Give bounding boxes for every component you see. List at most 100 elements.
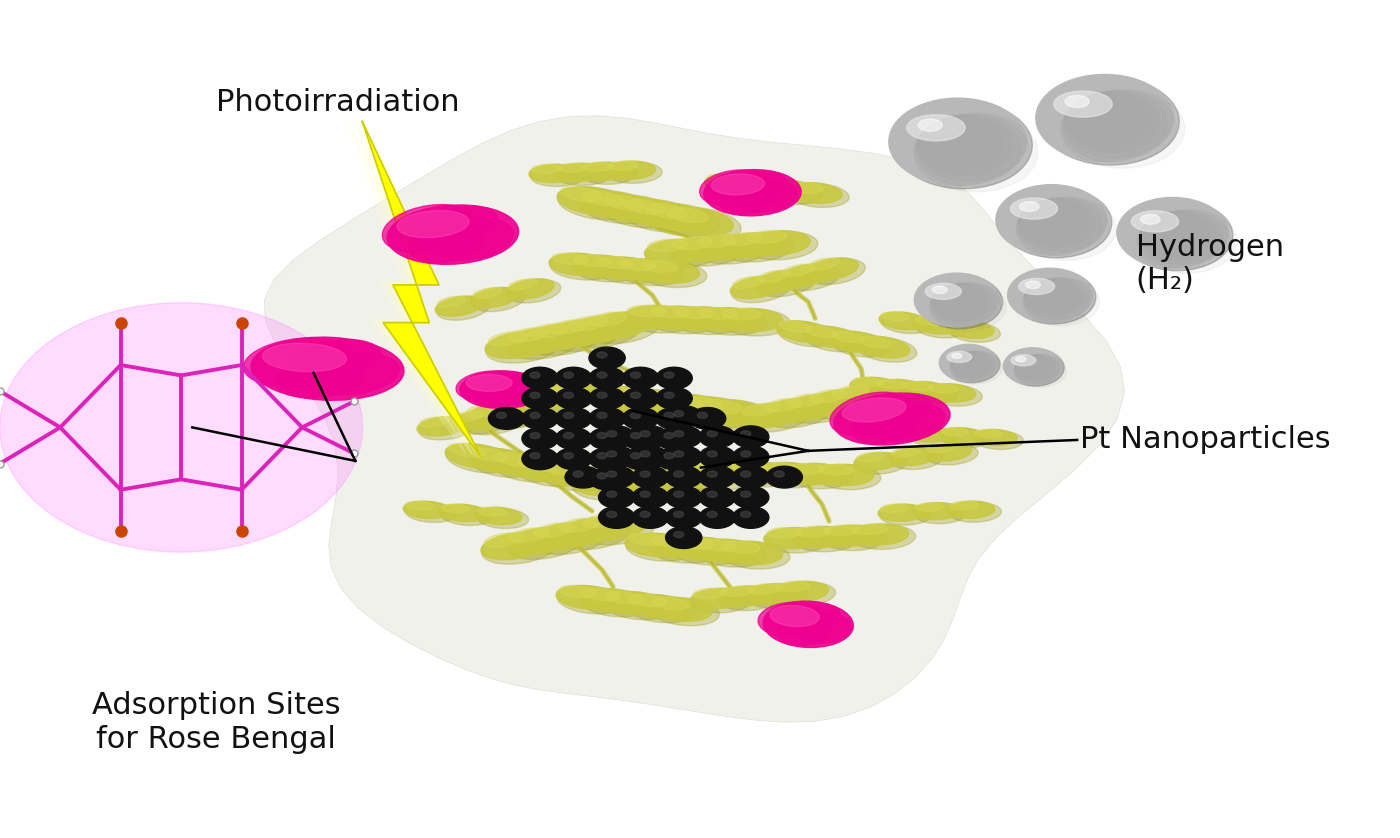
- Ellipse shape: [568, 316, 608, 330]
- Circle shape: [599, 446, 634, 468]
- Ellipse shape: [594, 468, 673, 499]
- Ellipse shape: [505, 528, 573, 555]
- Ellipse shape: [584, 513, 624, 527]
- Ellipse shape: [549, 375, 610, 403]
- Ellipse shape: [556, 518, 623, 545]
- Ellipse shape: [441, 504, 469, 513]
- Ellipse shape: [879, 505, 932, 525]
- Ellipse shape: [720, 308, 783, 332]
- Circle shape: [531, 453, 540, 458]
- Ellipse shape: [680, 460, 760, 491]
- Circle shape: [690, 407, 725, 429]
- Ellipse shape: [850, 524, 909, 545]
- Text: Adsorption Sites
for Rose Bengal: Adsorption Sites for Rose Bengal: [91, 691, 340, 754]
- Ellipse shape: [615, 390, 693, 421]
- Ellipse shape: [491, 453, 553, 478]
- Circle shape: [522, 427, 559, 449]
- Circle shape: [707, 431, 717, 437]
- Ellipse shape: [0, 303, 363, 552]
- Ellipse shape: [465, 402, 501, 418]
- Ellipse shape: [508, 280, 561, 303]
- Ellipse shape: [533, 523, 574, 537]
- Circle shape: [732, 446, 769, 468]
- Ellipse shape: [1026, 281, 1040, 288]
- Ellipse shape: [745, 231, 818, 260]
- Ellipse shape: [672, 537, 735, 561]
- Circle shape: [631, 426, 668, 447]
- Circle shape: [606, 431, 616, 437]
- Ellipse shape: [822, 525, 879, 546]
- Ellipse shape: [756, 271, 815, 297]
- Ellipse shape: [469, 448, 538, 478]
- Ellipse shape: [706, 174, 767, 199]
- Ellipse shape: [851, 525, 916, 550]
- Ellipse shape: [437, 297, 490, 320]
- Ellipse shape: [619, 259, 655, 270]
- Ellipse shape: [729, 462, 787, 483]
- Circle shape: [699, 466, 735, 488]
- Ellipse shape: [580, 588, 643, 613]
- Ellipse shape: [949, 501, 979, 510]
- Ellipse shape: [526, 381, 589, 410]
- Ellipse shape: [902, 382, 958, 404]
- Ellipse shape: [452, 411, 501, 430]
- Ellipse shape: [580, 589, 650, 617]
- Ellipse shape: [675, 307, 714, 318]
- Circle shape: [596, 432, 608, 438]
- Ellipse shape: [895, 101, 1032, 189]
- Circle shape: [489, 407, 525, 429]
- Circle shape: [623, 367, 659, 389]
- Ellipse shape: [830, 332, 890, 357]
- Ellipse shape: [529, 381, 567, 397]
- Ellipse shape: [1011, 354, 1036, 366]
- Ellipse shape: [508, 389, 545, 404]
- Circle shape: [673, 431, 683, 437]
- Ellipse shape: [762, 180, 822, 204]
- Ellipse shape: [720, 233, 792, 262]
- Ellipse shape: [301, 353, 399, 395]
- Ellipse shape: [757, 270, 790, 282]
- Ellipse shape: [773, 582, 829, 602]
- Ellipse shape: [556, 164, 612, 185]
- Ellipse shape: [878, 504, 925, 521]
- Ellipse shape: [547, 320, 588, 334]
- Ellipse shape: [417, 416, 466, 436]
- Ellipse shape: [573, 469, 652, 500]
- Ellipse shape: [629, 533, 666, 545]
- Ellipse shape: [556, 519, 630, 550]
- Ellipse shape: [851, 378, 906, 400]
- Ellipse shape: [850, 377, 900, 396]
- Ellipse shape: [783, 264, 815, 277]
- Ellipse shape: [584, 312, 652, 339]
- Ellipse shape: [581, 191, 623, 206]
- Ellipse shape: [658, 462, 731, 489]
- Circle shape: [665, 466, 701, 488]
- Circle shape: [522, 447, 559, 469]
- Ellipse shape: [624, 305, 689, 328]
- Ellipse shape: [473, 287, 501, 298]
- Ellipse shape: [637, 463, 717, 494]
- Ellipse shape: [790, 463, 825, 474]
- Ellipse shape: [732, 277, 791, 303]
- Ellipse shape: [505, 328, 580, 360]
- Ellipse shape: [857, 337, 917, 362]
- Ellipse shape: [613, 389, 685, 416]
- Ellipse shape: [1023, 277, 1099, 326]
- Circle shape: [631, 446, 668, 468]
- Ellipse shape: [515, 458, 584, 487]
- Ellipse shape: [853, 524, 888, 535]
- Circle shape: [623, 447, 659, 469]
- Ellipse shape: [666, 208, 708, 222]
- Ellipse shape: [552, 375, 588, 391]
- Circle shape: [640, 511, 650, 517]
- Ellipse shape: [767, 528, 802, 538]
- Ellipse shape: [1131, 211, 1179, 232]
- Circle shape: [640, 431, 650, 437]
- Ellipse shape: [680, 460, 752, 486]
- Ellipse shape: [637, 391, 680, 406]
- Ellipse shape: [946, 351, 972, 363]
- Ellipse shape: [1004, 348, 1061, 385]
- Ellipse shape: [876, 380, 932, 402]
- Ellipse shape: [762, 398, 823, 423]
- Ellipse shape: [722, 541, 760, 553]
